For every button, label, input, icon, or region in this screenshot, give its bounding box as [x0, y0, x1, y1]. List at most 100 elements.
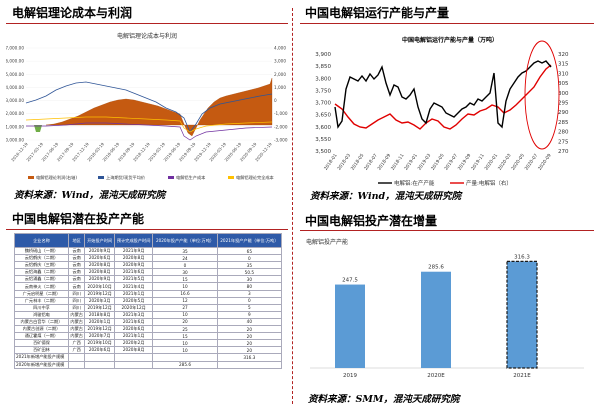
table-cell: 2021年3月 [113, 310, 154, 319]
table-row: 云铝鹤庆（二期） 云南 2020年6月 2020年8月 24 0 [14, 254, 282, 263]
table-cell: 2020年3月 [84, 296, 115, 305]
chart-title: 电解铝投产产能 [306, 238, 348, 246]
table-cell: 3 [216, 289, 282, 298]
panel-title: 中国电解铝投产潜在增量 [305, 214, 438, 228]
table-cell: 20 [216, 325, 282, 334]
y-tick-left: 3,600 [315, 125, 331, 131]
table-row: 广元启明星（二期） 四川 2019年12月 2021年1月 16.6 3 [14, 289, 282, 298]
table-row: 云南神火（二期） 云南 2020年10月 2021年4月 10 80 [14, 282, 282, 291]
y-tick-right: 280 [558, 130, 569, 136]
y-tick-left: 3,800 [315, 76, 331, 82]
table-cell: 27 [152, 303, 218, 312]
capacity-table: 企业名称 地区 开始投产时间 预计完成投产时间 2020年投产产能（单位:万吨） 2021… [14, 233, 282, 369]
table-cell: 285.6 [152, 360, 218, 369]
y-tick-left: 11,000.00 [6, 124, 24, 129]
table-cell: 云铝海鑫（二期） [14, 268, 69, 277]
table-cell: 2019年12月 [84, 289, 115, 298]
table-header: 开始投产时间 [84, 233, 115, 248]
y-tick-right: 0 [274, 98, 277, 103]
table-cell: 40 [216, 317, 282, 327]
table-cell: 2020年8月 [113, 254, 154, 263]
table-cell: 316.3 [216, 353, 282, 362]
table-cell: 云南 [67, 282, 86, 291]
table-cell: 2020年8月 [113, 346, 154, 355]
panel-cost-profit: 电解铝理论成本与利润 [6, 4, 288, 204]
table-row: 四川中孚 四川 2019年12月 2020年12月 27 5 [14, 303, 282, 312]
table-cell: 2019年12月 [84, 325, 115, 334]
table-cell: 2021年5月 [113, 275, 154, 284]
potential-increment-chart: 电解铝投产产能 247.5 2019 285.6 2020E 316.3 2021E [306, 238, 584, 379]
table-cell: 80 [216, 282, 282, 291]
x-tick: 2020E [427, 373, 445, 379]
y-tick-left: 14,000.00 [6, 85, 24, 90]
table-cell: 云铝涌鑫（二期） [14, 275, 69, 284]
y-tick-right: 2,000 [274, 72, 286, 77]
legend-swatch [168, 176, 174, 179]
source-note: 资料来源：SMM，混沌天成研究院 [308, 394, 460, 405]
table-cell: 云南 [67, 268, 86, 277]
table-cell: 四川 [67, 289, 86, 298]
cost-profit-chart: 电解铝理论成本与利润 17,000.00 16,000.00 15,000.00 14… [6, 32, 288, 181]
table-cell: 内蒙古 [67, 317, 86, 327]
table-row: 百矿德保 广西 2019年10月 2020年2月 10 20 [14, 339, 282, 348]
table-cell: 10 [152, 310, 218, 319]
title-underline [6, 23, 288, 24]
table-row: 云铝海鑫（二期） 云南 2020年8月 2021年6月 30 50.5 [14, 268, 282, 277]
table-cell: 0 [152, 261, 218, 270]
table-cell: 2020年9月 [84, 275, 115, 284]
table-cell: 35 [216, 261, 282, 270]
table-cell: 2020年12月 [113, 303, 154, 312]
loss-area [26, 125, 46, 132]
y-tick-right: -3,000 [274, 138, 288, 143]
table-cell: 2021年4月 [113, 282, 154, 291]
table-cell: 0 [216, 254, 282, 263]
table-header: 2021年投产产能（单位:万吨） [216, 233, 282, 248]
source-note: 资料来源：Wind，混沌天成研究院 [310, 191, 462, 202]
output-line [334, 64, 552, 130]
y-tick-right: 300 [558, 91, 569, 97]
table-cell: 30 [152, 268, 218, 277]
y-tick-right: 305 [558, 81, 569, 87]
table-cell [84, 353, 115, 362]
data-label: 285.6 [428, 265, 444, 271]
table-cell: 5 [216, 303, 282, 312]
table-header: 预计完成投产时间 [113, 233, 154, 248]
table-cell: 2019年10月 [84, 339, 115, 348]
y-tick-right: 295 [558, 101, 569, 107]
table-cell: 15 [152, 332, 218, 341]
avg-price-line [25, 81, 273, 133]
y-tick-right: 320 [558, 52, 569, 58]
y-tick-right: 270 [558, 149, 569, 155]
table-cell [113, 360, 154, 369]
table-header: 2020年投产产能（单位:万吨） [152, 233, 218, 248]
table-cell: 内蒙古 [67, 310, 86, 319]
legend-label: 电解铝理论完全成本 [236, 174, 275, 181]
y-tick-left: 15,000.00 [6, 72, 24, 77]
table-cell: 10 [152, 346, 218, 355]
production-cost-line [26, 122, 273, 141]
highlight-circle [524, 40, 560, 150]
table-cell: 云铝鹤庆（三期） [14, 261, 69, 270]
table-cell: 内蒙古 [67, 325, 86, 334]
table-cell: 20 [216, 339, 282, 348]
y-tick-right: -1,000 [274, 111, 288, 116]
table-row: 百矿田林 广西 2020年6月 2020年8月 10 20 [14, 346, 282, 355]
table-cell: 2020年7月 [84, 332, 115, 341]
table-header: 地区 [67, 233, 86, 248]
y-tick-right: 4,000 [274, 46, 286, 51]
x-tick: 2021E [513, 373, 531, 379]
table-header: 企业名称 [14, 233, 69, 248]
table-cell: 2020年6月 [113, 325, 154, 334]
table-cell: 云南 [67, 254, 86, 263]
y-tick-left: 3,550 [315, 137, 331, 143]
data-label: 247.5 [342, 278, 358, 284]
y-tick-right: 285 [558, 120, 569, 126]
table-cell [216, 360, 282, 369]
legend-swatch [28, 176, 34, 179]
y-tick-left: 3,850 [315, 64, 331, 70]
y-tick-left: 3,650 [315, 113, 331, 119]
profit-area [45, 77, 273, 137]
legend-swatch [228, 176, 234, 179]
table-cell: 10 [152, 282, 218, 291]
x-tick: 2020-09 [537, 153, 553, 172]
